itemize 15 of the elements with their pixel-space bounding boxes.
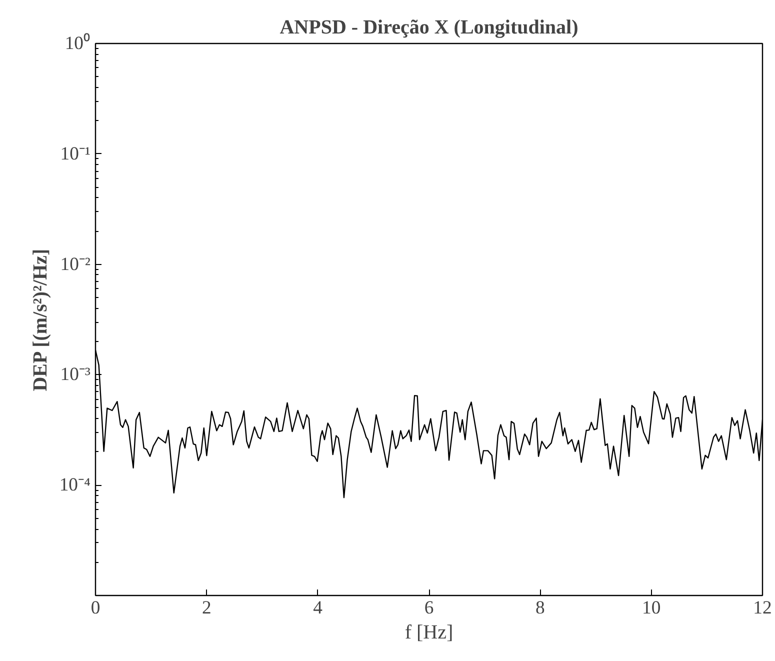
y-tick-label: 10⁻³ <box>60 364 91 386</box>
x-tick-label: 8 <box>536 598 545 618</box>
x-tick-label: 4 <box>313 598 324 618</box>
x-axis-title: f [Hz] <box>404 622 454 644</box>
x-tick-label: 6 <box>424 598 434 618</box>
y-tick-label: 10⁰ <box>64 33 90 54</box>
x-tick-label: 10 <box>642 598 661 618</box>
x-tick-label: 0 <box>90 598 100 618</box>
y-tick-label: 10⁻⁴ <box>59 474 91 496</box>
y-axis-title: DEP [(m/s²)²/Hz] <box>29 248 52 392</box>
y-tick-label: 10⁻² <box>60 254 91 275</box>
x-tick-label: 2 <box>202 598 212 618</box>
chart-title: ANPSD - Direção X (Longitudinal) <box>280 16 578 38</box>
y-tick-label: 10⁻¹ <box>60 143 90 164</box>
x-tick-label: 12 <box>753 598 772 618</box>
